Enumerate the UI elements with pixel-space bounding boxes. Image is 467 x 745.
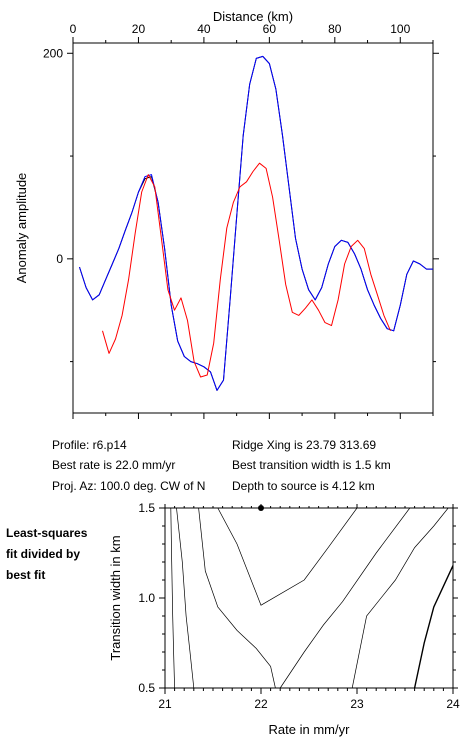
contour-y-tick-label: 0.5 xyxy=(138,681,155,695)
contour-y-tick-label: 1.5 xyxy=(138,501,155,515)
x-tick-label: 40 xyxy=(197,22,211,36)
series-line-0 xyxy=(79,55,433,391)
contour-note-line-2: fit divided by xyxy=(6,547,81,561)
contour-x-tick-label: 23 xyxy=(350,697,364,711)
contour-x-tick-label: 21 xyxy=(158,697,172,711)
contour-x-tick-label: 22 xyxy=(254,697,268,711)
contour-line-3 xyxy=(217,507,358,606)
top-plot-frame xyxy=(72,42,434,414)
y-axis-title: Anomaly amplitude xyxy=(14,173,29,284)
best-transition-label: Best transition width is 1.5 km xyxy=(232,458,391,472)
x-tick-label: 60 xyxy=(263,22,277,36)
x-tick-label: 0 xyxy=(70,22,77,36)
best-rate-label: Best rate is 22.0 mm/yr xyxy=(52,458,176,472)
best-fit-marker xyxy=(258,505,264,511)
y-tick-label: 200 xyxy=(43,46,63,60)
contour-note-line-1: Least-squares xyxy=(6,526,88,540)
contour-plot-frame xyxy=(164,507,454,689)
depth-to-source-label: Depth to source is 4.12 km xyxy=(232,479,375,493)
contour-note-line-3: best fit xyxy=(6,568,46,582)
x-tick-label: 20 xyxy=(132,22,146,36)
contour-line-2 xyxy=(198,507,276,689)
contour-line-0 xyxy=(170,507,175,689)
contour-line-6 xyxy=(413,565,454,689)
profile-label: Profile: r6.p14 xyxy=(52,438,127,452)
contour-note: Least-squares fit divided by best fit xyxy=(6,523,87,586)
series-line-1 xyxy=(79,55,433,391)
contour-line-4 xyxy=(279,507,411,689)
contour-x-axis-title: Rate in mm/yr xyxy=(269,722,351,737)
contour-line-5 xyxy=(351,507,449,689)
series-line-2 xyxy=(102,162,391,378)
x-axis-title: Distance (km) xyxy=(213,9,293,24)
ridge-crossing-label: Ridge Xing is 23.79 313.69 xyxy=(232,438,377,452)
x-tick-label: 100 xyxy=(390,22,410,36)
contour-x-tick-label: 24 xyxy=(446,697,460,711)
contour-y-tick-label: 1.0 xyxy=(138,591,155,605)
projection-azimuth-label: Proj. Az: 100.0 deg. CW of N xyxy=(52,479,206,493)
y-tick-label: 0 xyxy=(56,252,63,266)
x-tick-label: 80 xyxy=(328,22,342,36)
contour-line-1 xyxy=(176,507,195,689)
contour-y-axis-title: Transition width in km xyxy=(108,535,123,660)
